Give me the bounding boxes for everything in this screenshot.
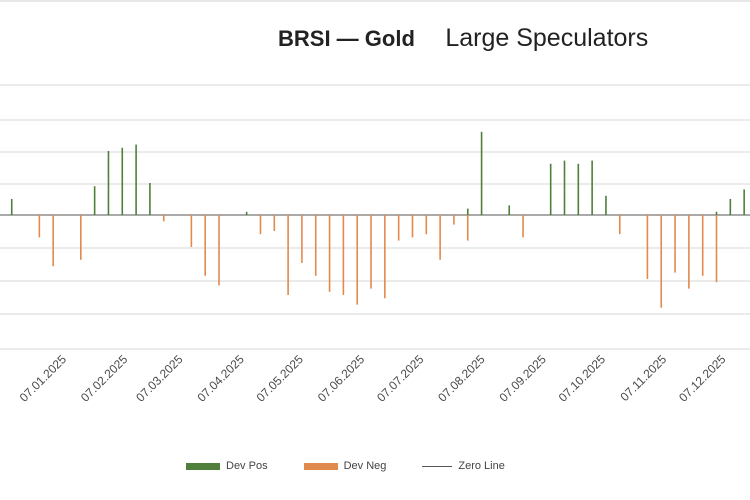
- title-sub: Large Speculators: [445, 24, 649, 52]
- legend-item-zero-line: Zero Line: [422, 460, 505, 472]
- x-tick-label: 07.11.2025: [618, 352, 670, 404]
- legend-swatch-dev-pos: [186, 462, 220, 470]
- x-tick-label: 07.07.2025: [374, 352, 427, 405]
- x-tick-label: 07.09.2025: [496, 352, 549, 405]
- x-tick-label: 07.03.2025: [133, 352, 186, 405]
- legend-item-dev-neg: Dev Neg: [303, 460, 387, 472]
- legend-swatch-dev-neg: [303, 462, 338, 470]
- legend-label-dev-pos: Dev Pos: [226, 460, 268, 472]
- title-main: BRSI — Gold: [278, 26, 415, 51]
- x-tick-label: 07.05.2025: [254, 352, 307, 405]
- x-tick-label: 07.10.2025: [556, 352, 609, 405]
- legend-label-zero-line: Zero Line: [458, 460, 505, 472]
- legend: Dev Pos Dev Neg Zero Line: [186, 460, 505, 472]
- chart-title: BRSI — Gold Large Speculators: [278, 24, 648, 53]
- legend-item-dev-pos: Dev Pos: [186, 460, 268, 472]
- x-tick-label: 07.01.2025: [17, 352, 70, 405]
- x-tick-label: 07.12.2025: [676, 352, 729, 405]
- x-tick-label: 07.04.2025: [194, 352, 247, 405]
- legend-swatch-zero-line: [422, 465, 453, 467]
- x-tick-label: 07.02.2025: [78, 352, 131, 405]
- x-tick-label: 07.06.2025: [315, 352, 368, 405]
- legend-label-dev-neg: Dev Neg: [343, 460, 387, 472]
- x-tick-label: 07.08.2025: [435, 352, 488, 405]
